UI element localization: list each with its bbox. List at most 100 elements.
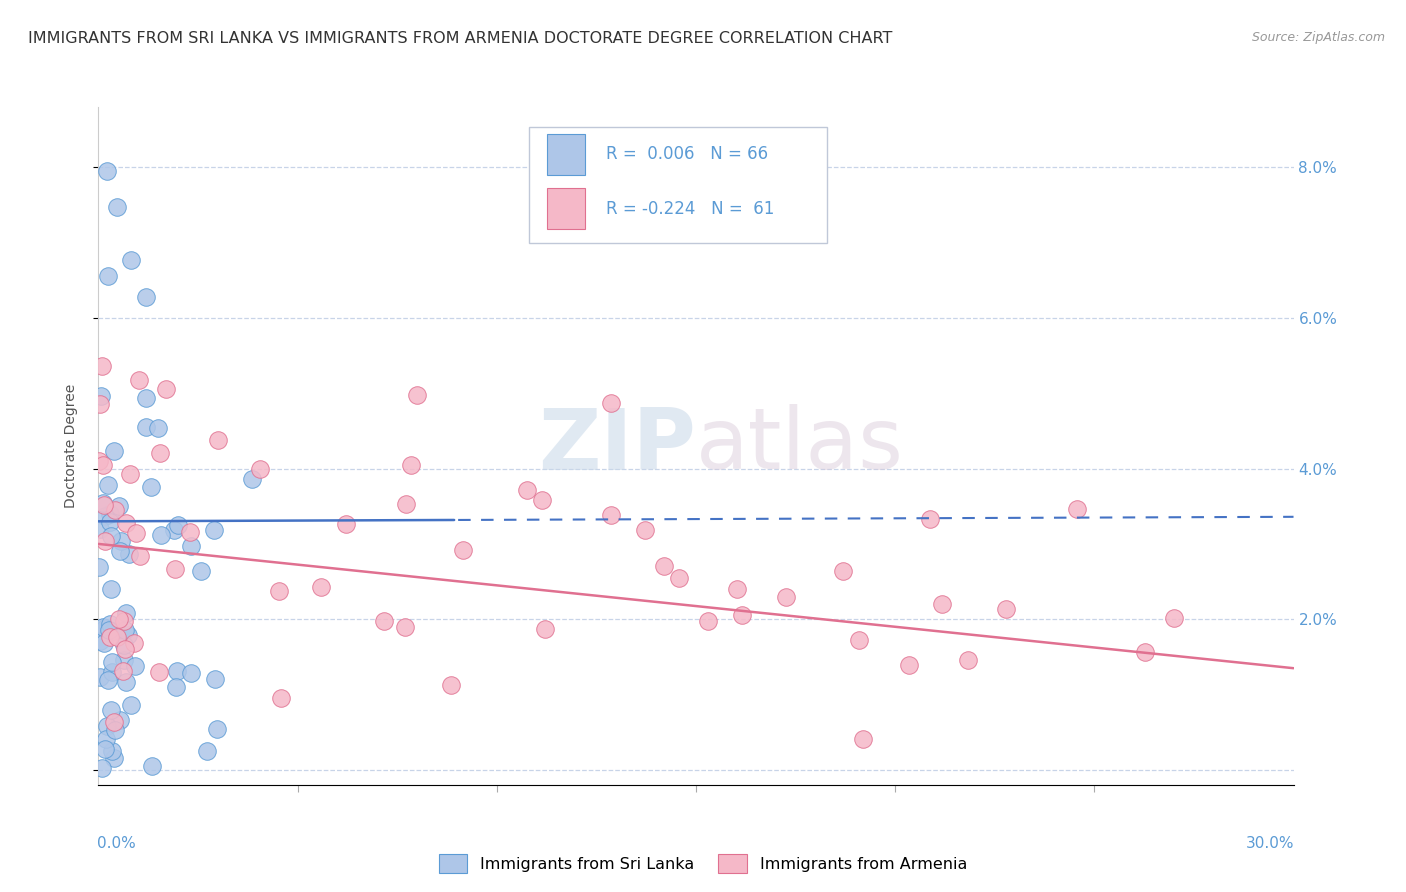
Point bbox=[163, 562, 186, 576]
Point bbox=[1135, 645, 1157, 659]
Point bbox=[110, 533, 132, 548]
Point bbox=[775, 591, 797, 605]
Point bbox=[91, 458, 114, 472]
Point bbox=[931, 598, 953, 612]
Point bbox=[124, 659, 146, 673]
Text: 30.0%: 30.0% bbox=[1246, 836, 1295, 851]
Point bbox=[180, 666, 202, 681]
Point bbox=[668, 571, 690, 585]
FancyBboxPatch shape bbox=[529, 128, 827, 243]
Point bbox=[101, 665, 124, 680]
Point bbox=[96, 718, 118, 732]
Point bbox=[163, 523, 186, 537]
Point bbox=[634, 523, 657, 537]
Point bbox=[207, 434, 229, 448]
Point bbox=[105, 200, 128, 214]
Point bbox=[103, 444, 125, 458]
Point bbox=[111, 665, 134, 679]
Point bbox=[852, 732, 875, 747]
Point bbox=[267, 584, 290, 599]
Point bbox=[150, 528, 173, 542]
Point bbox=[89, 522, 111, 536]
Point bbox=[122, 636, 145, 650]
Point bbox=[100, 703, 122, 717]
Point bbox=[108, 543, 131, 558]
Point bbox=[89, 559, 111, 574]
Point bbox=[440, 678, 463, 692]
Point bbox=[91, 761, 114, 775]
Point bbox=[120, 698, 142, 712]
Text: atlas: atlas bbox=[696, 404, 904, 488]
Point bbox=[531, 493, 554, 508]
Point bbox=[107, 612, 129, 626]
Point bbox=[453, 542, 475, 557]
Point bbox=[117, 628, 139, 642]
Point bbox=[395, 497, 418, 511]
Point bbox=[166, 664, 188, 678]
Point bbox=[1163, 610, 1185, 624]
Point bbox=[89, 670, 111, 684]
Point bbox=[180, 540, 202, 554]
Point bbox=[309, 580, 332, 594]
Point bbox=[103, 714, 125, 729]
Point bbox=[114, 624, 136, 638]
Point bbox=[600, 396, 623, 410]
Point bbox=[90, 359, 112, 373]
Point bbox=[107, 499, 129, 513]
Point bbox=[104, 723, 127, 738]
Point bbox=[97, 478, 120, 492]
Point bbox=[115, 674, 138, 689]
Point bbox=[335, 517, 357, 532]
Text: Source: ZipAtlas.com: Source: ZipAtlas.com bbox=[1251, 31, 1385, 45]
Point bbox=[166, 518, 188, 533]
Point bbox=[101, 744, 124, 758]
Point bbox=[204, 673, 226, 687]
Text: IMMIGRANTS FROM SRI LANKA VS IMMIGRANTS FROM ARMENIA DOCTORATE DEGREE CORRELATIO: IMMIGRANTS FROM SRI LANKA VS IMMIGRANTS … bbox=[28, 31, 893, 46]
Point bbox=[373, 615, 395, 629]
Point bbox=[148, 665, 170, 680]
Point bbox=[117, 547, 139, 561]
Point bbox=[848, 633, 870, 648]
Point bbox=[97, 269, 120, 284]
Point bbox=[104, 503, 127, 517]
Point bbox=[98, 630, 121, 644]
Point bbox=[129, 549, 152, 564]
Point bbox=[100, 516, 122, 530]
Point bbox=[405, 388, 427, 402]
Point bbox=[165, 680, 187, 694]
Point bbox=[118, 467, 141, 482]
Point bbox=[920, 511, 942, 525]
Point bbox=[270, 691, 292, 706]
Point bbox=[654, 559, 676, 574]
Point bbox=[89, 397, 111, 411]
Point bbox=[202, 523, 225, 537]
Point bbox=[91, 495, 114, 509]
Point bbox=[195, 744, 218, 758]
Point bbox=[149, 445, 172, 459]
Point bbox=[1066, 502, 1088, 516]
Bar bbox=[547, 134, 585, 175]
Point bbox=[207, 722, 229, 736]
Point bbox=[91, 619, 114, 633]
Point bbox=[995, 602, 1018, 616]
Point bbox=[94, 533, 117, 548]
Point bbox=[832, 564, 855, 578]
Point bbox=[120, 253, 142, 268]
Point bbox=[394, 619, 416, 633]
Point bbox=[101, 656, 124, 670]
Point bbox=[110, 713, 132, 727]
Point bbox=[956, 653, 979, 667]
Legend: Immigrants from Sri Lanka, Immigrants from Armenia: Immigrants from Sri Lanka, Immigrants fr… bbox=[432, 847, 974, 880]
Text: R =  0.006   N = 66: R = 0.006 N = 66 bbox=[606, 145, 769, 163]
Point bbox=[240, 472, 263, 486]
Point bbox=[101, 624, 124, 639]
Point bbox=[114, 642, 136, 657]
Point bbox=[115, 516, 138, 531]
Text: 0.0%: 0.0% bbox=[97, 836, 136, 851]
Point bbox=[94, 731, 117, 746]
Point bbox=[89, 454, 111, 468]
Point bbox=[155, 382, 177, 396]
Point bbox=[93, 636, 115, 650]
Point bbox=[139, 480, 162, 494]
Point bbox=[179, 525, 201, 540]
